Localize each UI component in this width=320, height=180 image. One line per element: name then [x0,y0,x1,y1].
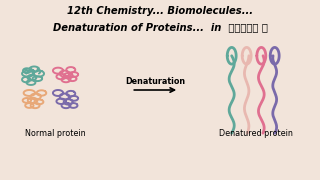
Text: Normal protein: Normal protein [25,129,85,138]
Text: Denatured protein: Denatured protein [219,129,292,138]
Text: 12th Chemistry... Biomolecules...: 12th Chemistry... Biomolecules... [67,6,253,16]
Text: Denaturation of Proteins...  in  தமிழ் 🙂: Denaturation of Proteins... in தமிழ் 🙂 [52,22,268,32]
Text: Denaturation: Denaturation [125,77,185,86]
